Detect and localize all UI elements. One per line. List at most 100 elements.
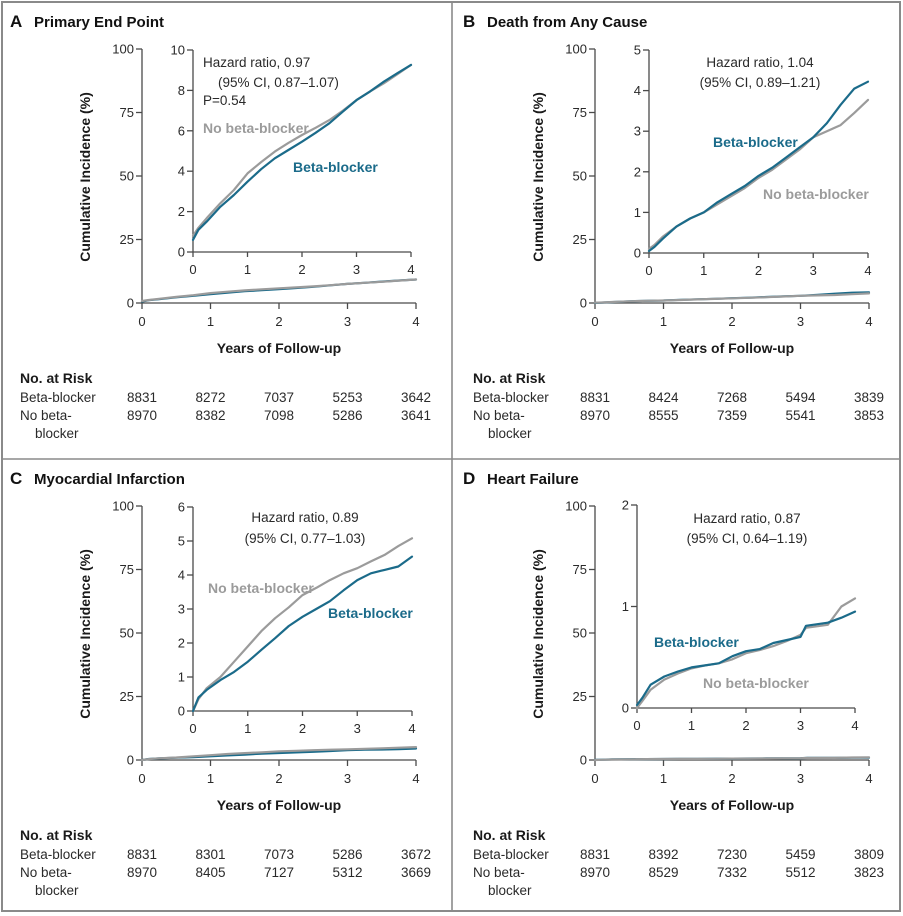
- inset-x-tick-label: 1: [244, 262, 251, 277]
- inset-y-tick-label: 2: [622, 498, 629, 513]
- risk-row-label: Beta-blocker: [473, 390, 549, 405]
- panel-b: B Death from Any Cause Cumulative Incidenc…: [463, 12, 884, 441]
- hazard-ratio-text: Hazard ratio, 0.89: [251, 510, 358, 525]
- risk-row-label: Beta-blocker: [473, 847, 549, 862]
- risk-value: 8392: [648, 847, 678, 862]
- panel-letter: C: [10, 469, 22, 488]
- main-y-tick-label: 50: [120, 169, 134, 184]
- y-axis-title: Cumulative Incidence (%): [530, 92, 546, 262]
- risk-row-label: Beta-blocker: [20, 847, 96, 862]
- risk-value: 8272: [195, 390, 225, 405]
- panel-a: A Primary End Point Cumulative Incidence (…: [10, 12, 431, 441]
- risk-value: 5253: [332, 390, 362, 405]
- risk-value: 3642: [401, 390, 431, 405]
- series-label-beta-blocker: Beta-blocker: [654, 634, 739, 650]
- main-x-tick-label: 3: [344, 314, 351, 329]
- series-label-no-beta-blocker: No beta-blocker: [703, 675, 809, 691]
- panel-title: Myocardial Infarction: [34, 471, 185, 488]
- series-label-beta-blocker: Beta-blocker: [328, 605, 413, 621]
- risk-value: 3853: [854, 408, 884, 423]
- inset-x-tick-label: 4: [408, 721, 415, 736]
- series-label-beta-blocker: Beta-blocker: [713, 134, 798, 150]
- inset-x-tick-label: 1: [244, 721, 251, 736]
- risk-value: 5512: [785, 865, 815, 880]
- risk-row-label: No beta-: [20, 408, 72, 423]
- main-curve-no-beta-blocker: [140, 746, 418, 762]
- main-x-tick-label: 4: [412, 314, 419, 329]
- risk-value: 8831: [580, 390, 610, 405]
- main-y-tick-label: 0: [580, 296, 587, 311]
- y-axis-title: Cumulative Incidence (%): [77, 92, 93, 262]
- panel-title: Heart Failure: [487, 471, 579, 488]
- risk-value: 8970: [580, 408, 610, 423]
- panel-c: C Myocardial Infarction Cumulative Inciden…: [10, 469, 431, 898]
- inset-x-tick-label: 0: [189, 721, 196, 736]
- risk-value: 5494: [785, 390, 816, 405]
- risk-value: 7127: [264, 865, 294, 880]
- inset-x-tick-label: 1: [700, 263, 707, 278]
- main-y-tick-label: 25: [120, 689, 134, 704]
- risk-row-label: Beta-blocker: [20, 390, 96, 405]
- inset-curve-beta-blocker: [635, 610, 857, 707]
- main-y-tick-label: 100: [112, 499, 134, 514]
- inset-x-tick-label: 3: [810, 263, 817, 278]
- confidence-interval-text: (95% CI, 0.87–1.07): [218, 75, 339, 90]
- main-x-tick-label: 3: [797, 771, 804, 786]
- main-x-tick-label: 4: [865, 314, 872, 329]
- main-y-tick-label: 0: [127, 296, 134, 311]
- inset-curve-no-beta-blocker: [647, 98, 870, 250]
- main-x-tick-label: 2: [275, 771, 282, 786]
- main-y-tick-label: 75: [573, 105, 587, 120]
- inset-x-tick-label: 0: [189, 262, 196, 277]
- inset-curve-beta-blocker: [647, 80, 870, 253]
- risk-table-header: No. at Risk: [20, 827, 93, 843]
- risk-row-label: blocker: [35, 883, 79, 898]
- inset-x-tick-label: 3: [353, 262, 360, 277]
- risk-value: 8831: [127, 847, 157, 862]
- panel-letter: A: [10, 12, 22, 31]
- inset-curve-no-beta-blocker: [191, 537, 414, 713]
- hazard-ratio-text: Hazard ratio, 0.97: [203, 55, 310, 70]
- main-y-tick-label: 100: [565, 499, 587, 514]
- risk-row-label: blocker: [488, 883, 532, 898]
- inset-y-tick-label: 6: [178, 500, 185, 515]
- inset-x-tick-label: 0: [633, 718, 640, 733]
- x-axis-title: Years of Follow-up: [217, 340, 341, 356]
- inset-y-tick-label: 5: [178, 534, 185, 549]
- inset-y-tick-label: 2: [178, 204, 185, 219]
- main-y-tick-label: 75: [573, 562, 587, 577]
- inset-y-tick-label: 1: [178, 670, 185, 685]
- panels: A Primary End Point Cumulative Incidence (…: [10, 12, 884, 898]
- risk-value: 7073: [264, 847, 294, 862]
- risk-table: No. at Risk Beta-blocker 8831 8424 7268 5494 3…: [473, 370, 884, 441]
- inset-y-tick-label: 1: [622, 599, 629, 614]
- hazard-ratio-text: Hazard ratio, 0.87: [693, 511, 800, 526]
- hazard-ratio-text: Hazard ratio, 1.04: [706, 55, 814, 70]
- risk-value: 7037: [264, 390, 294, 405]
- main-curve-no-beta-blocker: [593, 292, 871, 304]
- main-y-tick-label: 0: [127, 753, 134, 768]
- main-x-tick-label: 4: [865, 771, 872, 786]
- inset-y-tick-label: 10: [171, 43, 185, 58]
- y-axis-title: Cumulative Incidence (%): [77, 549, 93, 719]
- inset-x-tick-label: 2: [298, 262, 305, 277]
- x-axis-title: Years of Follow-up: [670, 797, 794, 813]
- risk-value: 3839: [854, 390, 884, 405]
- inset-curve-beta-blocker: [191, 63, 413, 241]
- main-y-tick-label: 25: [573, 689, 587, 704]
- inset-curve-beta-blocker: [191, 555, 414, 713]
- risk-value: 8405: [195, 865, 225, 880]
- risk-value: 7230: [717, 847, 747, 862]
- risk-value: 5541: [785, 408, 815, 423]
- inset-x-tick-label: 3: [354, 721, 361, 736]
- risk-value: 5286: [332, 847, 362, 862]
- risk-row-label: blocker: [35, 426, 79, 441]
- risk-value: 8529: [648, 865, 678, 880]
- inset-y-tick-label: 6: [178, 123, 185, 138]
- risk-value: 7268: [717, 390, 747, 405]
- inset-y-tick-label: 8: [178, 83, 185, 98]
- inset-y-tick-label: 4: [178, 164, 185, 179]
- risk-value: 5286: [332, 408, 362, 423]
